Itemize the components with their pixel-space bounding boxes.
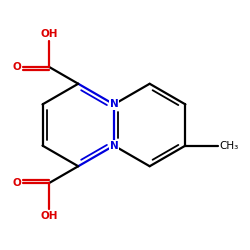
Text: OH: OH [40,29,58,39]
Text: O: O [12,62,21,72]
Text: OH: OH [40,211,58,221]
Text: O: O [12,178,21,188]
Text: N: N [110,100,118,110]
Text: CH₃: CH₃ [220,140,239,150]
Text: N: N [110,140,118,150]
